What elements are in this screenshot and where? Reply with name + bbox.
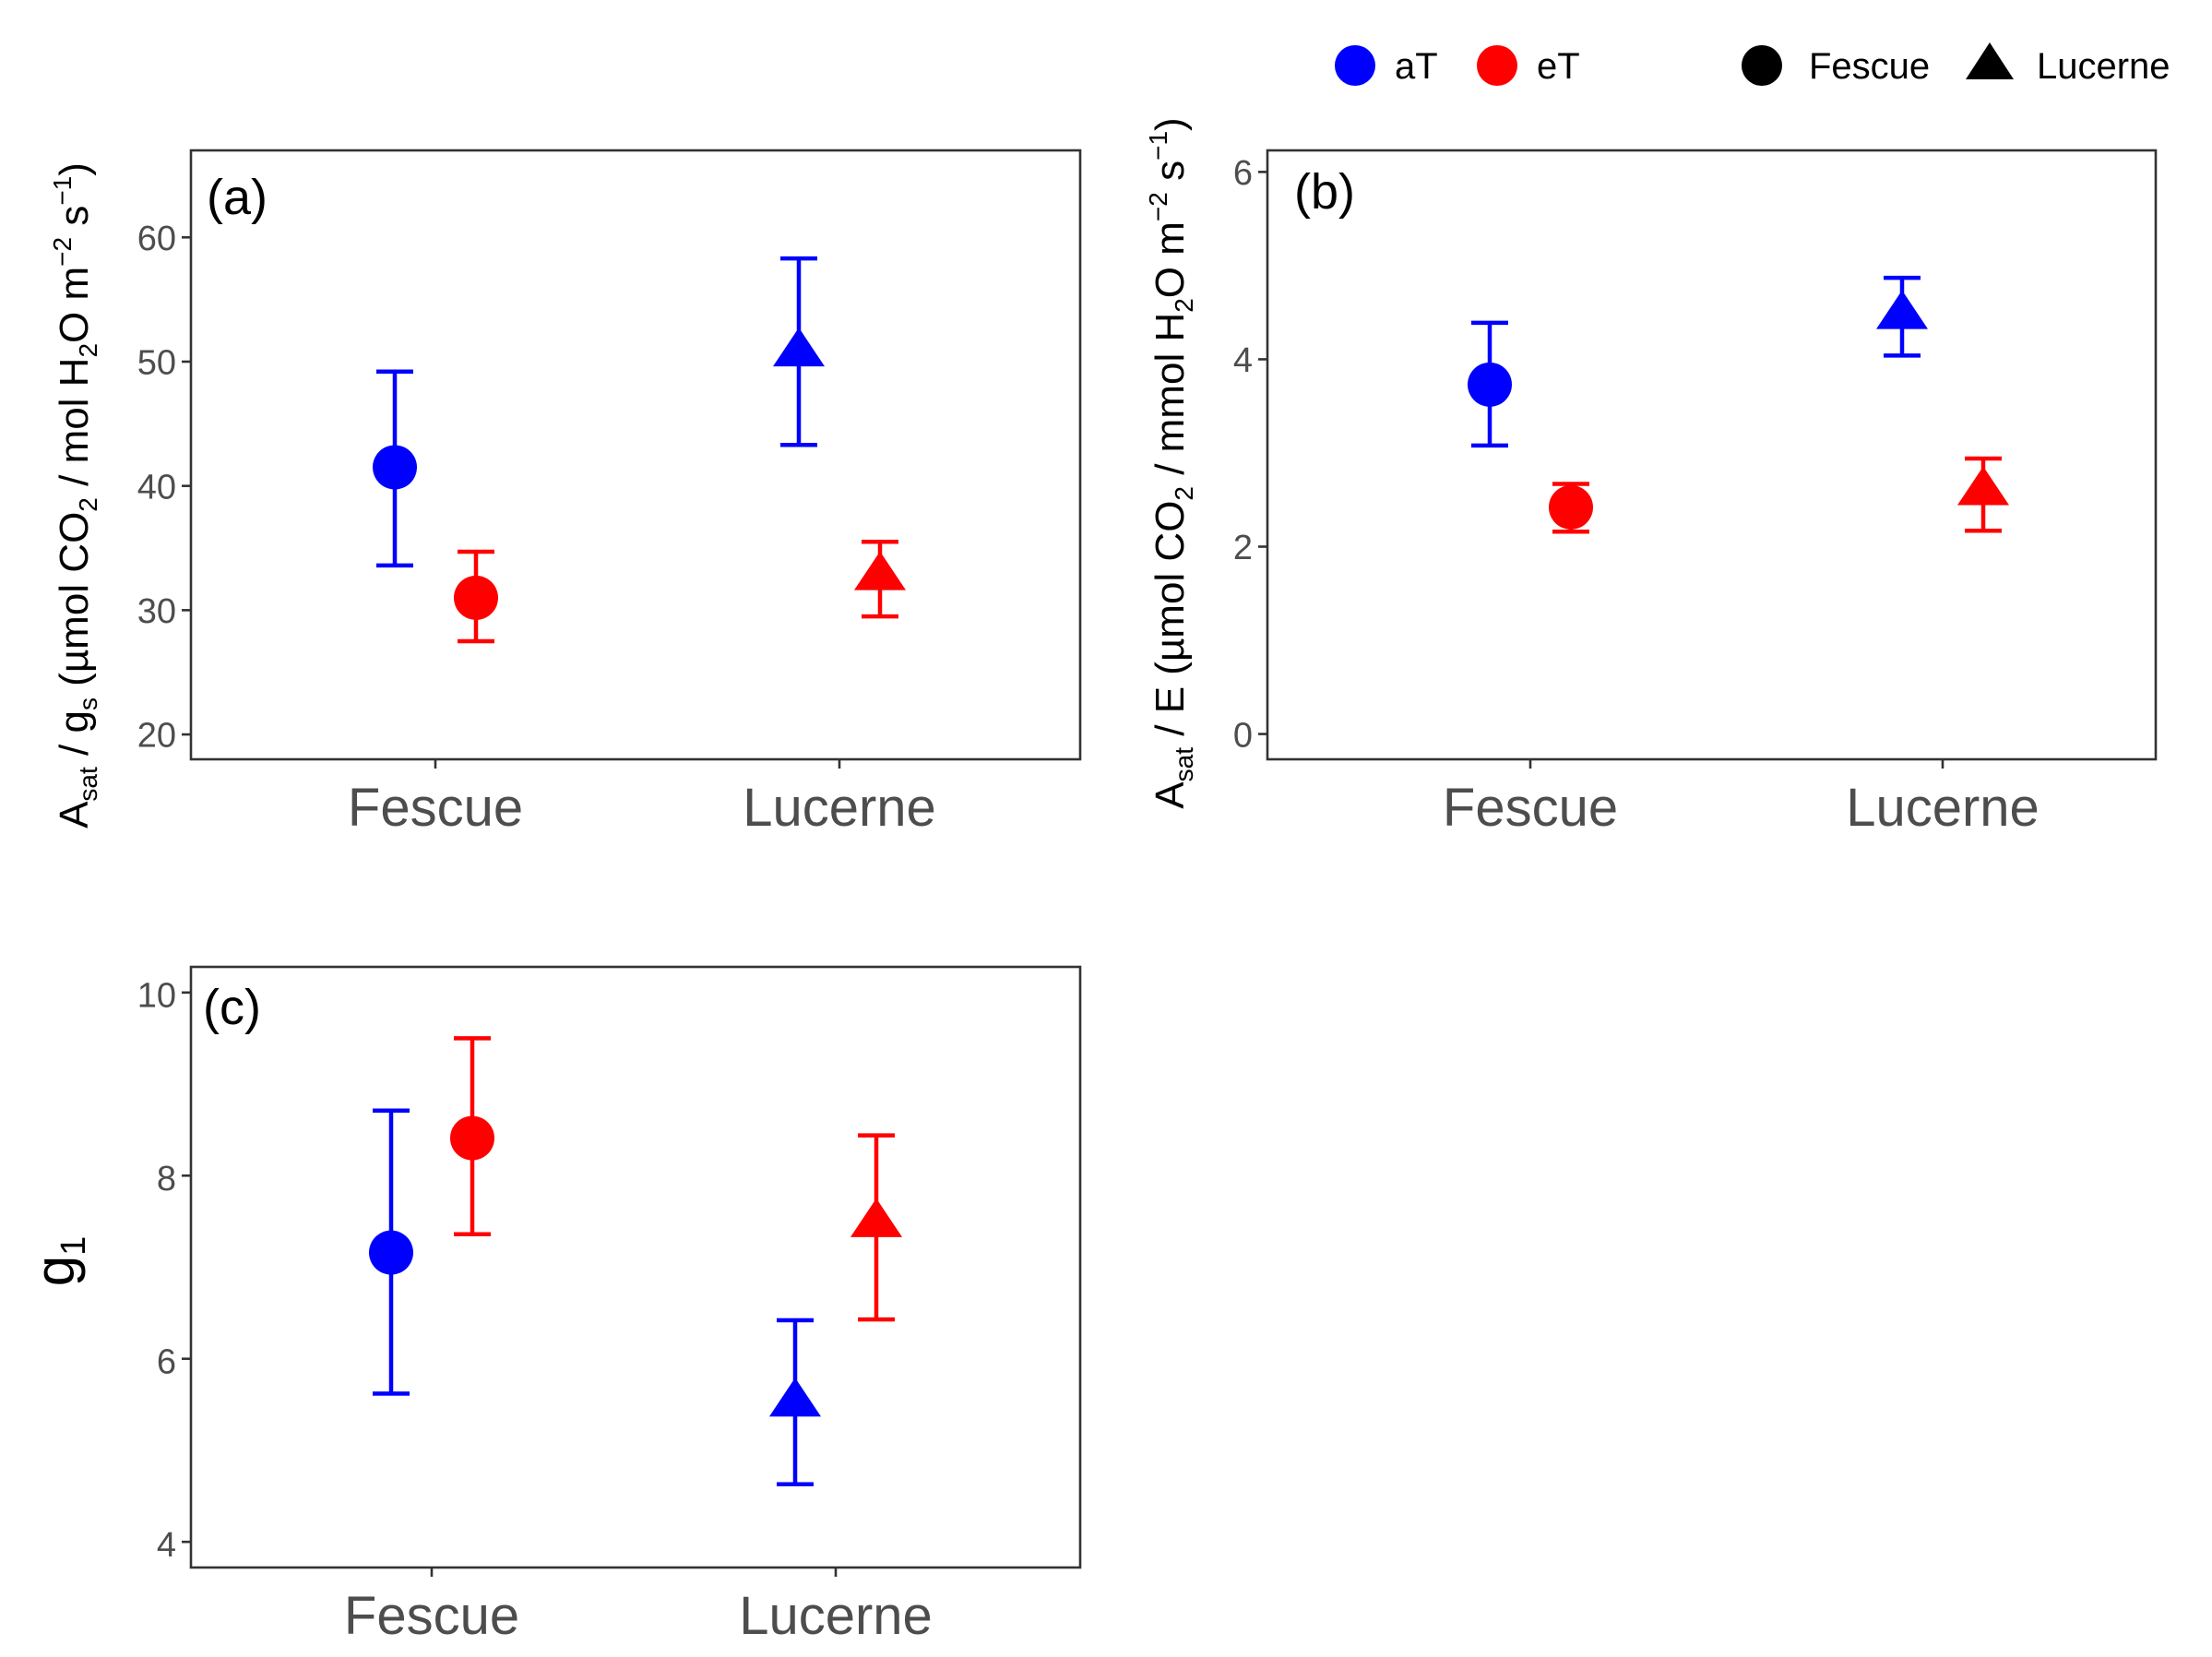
panel-b-y-axis-title: Asat / E (µmol CO2 / mmol H2O m−2 s−1)	[1144, 117, 1198, 808]
legend-key-eT	[1477, 45, 1517, 86]
ylabel-part: s	[52, 206, 97, 237]
legend-key-lucerne	[1966, 42, 2014, 79]
y-tick-label: 60	[137, 220, 176, 258]
y-tick-label: 40	[137, 468, 176, 507]
legend-label-fescue: Fescue	[1809, 46, 1930, 87]
legend-key-fescue	[1742, 45, 1782, 86]
ylabel-sub: 2	[1170, 486, 1198, 501]
ylabel-part: A	[52, 801, 97, 828]
data-point-aT-fescue	[373, 445, 417, 490]
y-tick-label: 0	[1233, 716, 1253, 755]
ylabel-part: O m	[1148, 221, 1193, 298]
ylabel-sup: −2	[1144, 192, 1172, 221]
y-tick-label: 50	[137, 344, 176, 383]
ylabel-part: O m	[52, 267, 97, 343]
ylabel-part: / E	[1148, 686, 1193, 747]
panel-a-y-axis-title: Asat / gs (µmol CO2 / mol H2O m−2 s−1)	[48, 162, 102, 828]
panel-a: Asat / gs (µmol CO2 / mol H2O m−2 s−1) (…	[48, 149, 1082, 838]
ylabel-part: )	[1148, 117, 1193, 131]
data-point-eT-fescue	[450, 1115, 494, 1161]
legend: aT eT Fescue Lucerne	[1335, 42, 2170, 87]
panel-tag: (c)	[203, 980, 261, 1035]
y-tick-label: 2	[1233, 529, 1253, 567]
x-tick-label: Lucerne	[1846, 778, 2040, 838]
plot-area	[189, 965, 1082, 1569]
ylabel-part: s	[1148, 161, 1193, 192]
legend-key-aT	[1335, 45, 1375, 86]
plot-area	[1266, 149, 2158, 761]
ylabel-sub: 2	[1170, 298, 1198, 313]
y-tick-label: 4	[1233, 341, 1253, 380]
ylabel-sub: sat	[1170, 747, 1198, 782]
panel-c-y-axis-title: g1	[24, 1236, 93, 1287]
data-point-eT-fescue	[454, 575, 498, 620]
ylabel-part: / g	[52, 710, 97, 767]
ylabel-sup: −2	[48, 237, 77, 267]
ylabel-part: A	[1148, 781, 1193, 809]
panel-b: Asat / E (µmol CO2 / mmol H2O m−2 s−1) (…	[1144, 117, 2158, 838]
legend-label-eT: eT	[1537, 46, 1580, 87]
data-point-aT-lucerne	[773, 328, 825, 367]
ylabel-sub: s	[74, 697, 102, 710]
legend-label-aT: aT	[1395, 46, 1438, 87]
data-point-aT-lucerne	[769, 1377, 821, 1417]
data-point-eT-lucerne	[850, 1198, 902, 1237]
y-tick-label: 20	[137, 717, 176, 756]
data-point-eT-fescue	[1549, 484, 1593, 530]
y-tick-label: 10	[137, 977, 176, 1016]
x-tick-label: Fescue	[348, 778, 523, 838]
panel-tag: (b)	[1294, 164, 1355, 220]
data-point-aT-fescue	[369, 1230, 413, 1275]
data-point-eT-lucerne	[854, 551, 906, 590]
x-tick-label: Lucerne	[739, 1586, 933, 1646]
ylabel-part: / mmol H	[1148, 313, 1193, 486]
x-tick-label: Lucerne	[743, 778, 936, 838]
ylabel-part: (µmol CO	[52, 512, 97, 697]
data-point-aT-lucerne	[1876, 290, 1928, 329]
legend-label-lucerne: Lucerne	[2037, 46, 2170, 87]
x-tick-label: Fescue	[344, 1586, 519, 1646]
data-point-eT-lucerne	[1957, 466, 2009, 506]
ylabel-part: g	[24, 1256, 86, 1286]
ylabel-sub: 1	[54, 1236, 93, 1256]
ylabel-part: )	[52, 162, 97, 176]
y-tick-label: 30	[137, 592, 176, 631]
ylabel-part: / mol H	[52, 358, 97, 498]
ylabel-sup: −1	[1144, 131, 1172, 161]
plot-area	[189, 149, 1082, 761]
ylabel-sup: −1	[48, 176, 77, 206]
ylabel-sub: 2	[74, 497, 102, 512]
y-tick-label: 4	[157, 1526, 176, 1565]
ylabel-sub: sat	[74, 767, 102, 802]
y-tick-label: 6	[157, 1343, 176, 1382]
ylabel-part: (µmol CO	[1148, 501, 1193, 686]
ylabel-sub: 2	[74, 343, 102, 358]
x-tick-label: Fescue	[1443, 778, 1618, 838]
y-tick-label: 6	[1233, 154, 1253, 193]
panel-tag: (a)	[207, 170, 268, 225]
data-point-aT-fescue	[1468, 362, 1512, 407]
y-tick-label: 8	[157, 1160, 176, 1198]
panel-c: g1 (c) 4 6 8 10 Fescue Lucerne	[24, 965, 1082, 1646]
